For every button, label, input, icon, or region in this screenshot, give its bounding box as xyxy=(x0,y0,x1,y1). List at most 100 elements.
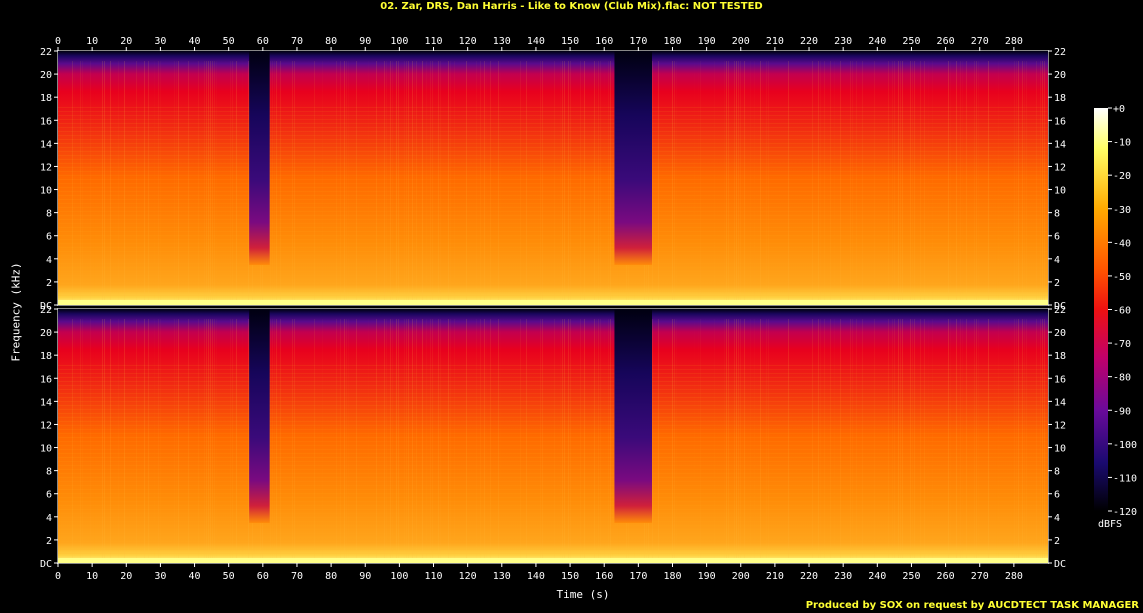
y-tick-label-right: 10 xyxy=(1054,444,1066,455)
y-tick-label-right: 2 xyxy=(1054,278,1060,289)
x-tick-label-bottom: 250 xyxy=(902,571,920,582)
x-tick-label-top: 240 xyxy=(868,36,886,47)
x-tick-label-top: 60 xyxy=(257,36,269,47)
y-tick-label-right: 16 xyxy=(1054,116,1066,127)
y-tick-label-right: 10 xyxy=(1054,186,1066,197)
y-tick-label-left: 16 xyxy=(40,116,52,127)
x-tick-label-bottom: 150 xyxy=(561,571,579,582)
y-tick-label-right: DC xyxy=(1054,301,1066,312)
y-tick-label-right: 22 xyxy=(1054,47,1066,58)
colorbar-tick-label: -80 xyxy=(1113,373,1131,384)
y-tick-label-right: 4 xyxy=(1054,255,1060,266)
y-tick-label-right: 18 xyxy=(1054,351,1066,362)
x-tick-label-bottom: 110 xyxy=(424,571,442,582)
x-tick-label-top: 70 xyxy=(291,36,303,47)
x-tick-label-top: 80 xyxy=(325,36,337,47)
colorbar-tick-label: -40 xyxy=(1113,238,1131,249)
colorbar-label: dBFS xyxy=(1098,519,1123,530)
x-tick-label-bottom: 100 xyxy=(390,571,408,582)
x-tick-label-top: 140 xyxy=(527,36,545,47)
channel-2-panel xyxy=(57,308,1049,564)
x-tick-label-bottom: 200 xyxy=(732,571,750,582)
colorbar-tick-label: -100 xyxy=(1113,440,1137,451)
colorbar-tick-label: -50 xyxy=(1113,272,1131,283)
y-tick-label-left: 6 xyxy=(46,232,52,243)
x-tick-label-bottom: 40 xyxy=(189,571,201,582)
y-tick-label-right: 14 xyxy=(1054,397,1066,408)
x-tick-label-top: 260 xyxy=(937,36,955,47)
x-tick-label-bottom: 220 xyxy=(800,571,818,582)
x-tick-label-bottom: 230 xyxy=(834,571,852,582)
x-tick-label-bottom: 130 xyxy=(493,571,511,582)
x-tick-label-bottom: 80 xyxy=(325,571,337,582)
colorbar-tick-label: -120 xyxy=(1113,507,1137,518)
y-tick-label-right: 4 xyxy=(1054,513,1060,524)
x-tick-label-bottom: 190 xyxy=(698,571,716,582)
x-tick-label-bottom: 170 xyxy=(629,571,647,582)
y-tick-label-left: 14 xyxy=(40,139,52,150)
colorbar-tick-label: -20 xyxy=(1113,171,1131,182)
x-tick-label-bottom: 10 xyxy=(86,571,98,582)
x-tick-label-bottom: 70 xyxy=(291,571,303,582)
y-tick-label-left: 4 xyxy=(46,255,52,266)
x-tick-label-top: 50 xyxy=(223,36,235,47)
x-tick-label-top: 250 xyxy=(902,36,920,47)
y-tick-label-left: 8 xyxy=(46,209,52,220)
x-tick-label-top: 180 xyxy=(663,36,681,47)
x-tick-label-bottom: 50 xyxy=(223,571,235,582)
x-tick-label-bottom: 270 xyxy=(971,571,989,582)
y-tick-label-right: 12 xyxy=(1054,162,1066,173)
x-tick-label-top: 0 xyxy=(55,36,61,47)
y-tick-label-left: 14 xyxy=(40,397,52,408)
y-tick-label-left: 12 xyxy=(40,420,52,431)
colorbar-tick-label: +0 xyxy=(1113,104,1125,115)
y-tick-label-right: DC xyxy=(1054,559,1066,570)
y-tick-label-right: 18 xyxy=(1054,93,1066,104)
colorbar-tick-label: -10 xyxy=(1113,138,1131,149)
y-tick-label-left: 20 xyxy=(40,70,52,81)
y-axis-label: Frequency (kHz) xyxy=(9,262,23,362)
x-tick-label-top: 150 xyxy=(561,36,579,47)
y-tick-label-right: 12 xyxy=(1054,420,1066,431)
y-tick-label-right: 8 xyxy=(1054,209,1060,220)
y-tick-label-left: 10 xyxy=(40,186,52,197)
x-tick-label-top: 190 xyxy=(698,36,716,47)
y-tick-label-right: 20 xyxy=(1054,328,1066,339)
x-tick-label-top: 200 xyxy=(732,36,750,47)
x-tick-label-bottom: 180 xyxy=(663,571,681,582)
x-tick-label-bottom: 140 xyxy=(527,571,545,582)
y-tick-label-left: 18 xyxy=(40,351,52,362)
colorbar-tick-label: -70 xyxy=(1113,339,1131,350)
x-tick-label-bottom: 90 xyxy=(359,571,371,582)
x-tick-label-top: 110 xyxy=(424,36,442,47)
x-tick-label-bottom: 120 xyxy=(459,571,477,582)
y-tick-label-right: 20 xyxy=(1054,70,1066,81)
y-tick-label-left: 8 xyxy=(46,467,52,478)
x-axis-label: Time (s) xyxy=(556,588,610,601)
y-tick-label-left: 22 xyxy=(40,305,52,316)
y-tick-label-right: 16 xyxy=(1054,374,1066,385)
y-tick-label-left: 18 xyxy=(40,93,52,104)
x-tick-label-top: 280 xyxy=(1005,36,1023,47)
y-tick-label-left: DC xyxy=(40,559,52,570)
colorbar-tick-label: -90 xyxy=(1113,406,1131,417)
colorbar xyxy=(1094,108,1108,511)
x-tick-label-bottom: 20 xyxy=(120,571,132,582)
y-tick-label-right: 14 xyxy=(1054,139,1066,150)
y-tick-label-left: 2 xyxy=(46,536,52,547)
y-tick-label-left: 12 xyxy=(40,162,52,173)
x-tick-label-top: 230 xyxy=(834,36,852,47)
x-tick-label-top: 160 xyxy=(595,36,613,47)
x-tick-label-top: 90 xyxy=(359,36,371,47)
colorbar-tick-label: -30 xyxy=(1113,205,1131,216)
x-tick-label-top: 100 xyxy=(390,36,408,47)
x-tick-label-top: 130 xyxy=(493,36,511,47)
x-tick-label-bottom: 280 xyxy=(1005,571,1023,582)
y-tick-label-left: 4 xyxy=(46,513,52,524)
y-tick-label-right: 8 xyxy=(1054,467,1060,478)
x-tick-label-top: 270 xyxy=(971,36,989,47)
y-tick-label-left: 2 xyxy=(46,278,52,289)
channel-1-panel xyxy=(57,50,1049,306)
y-tick-label-left: 10 xyxy=(40,444,52,455)
